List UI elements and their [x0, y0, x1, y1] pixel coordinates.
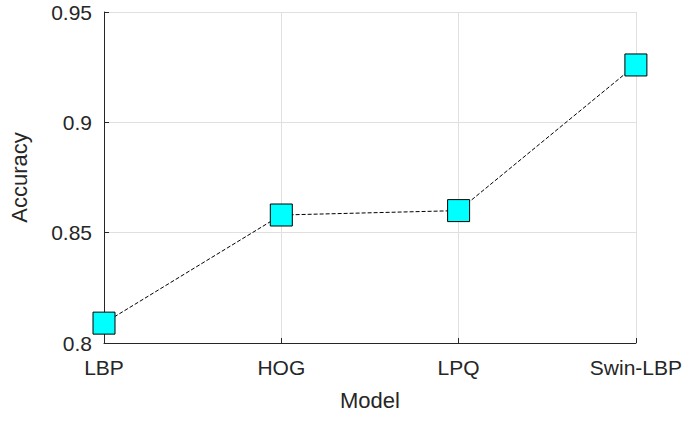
svg-text:0.9: 0.9	[63, 111, 92, 134]
svg-text:0.85: 0.85	[51, 221, 92, 244]
svg-text:HOG: HOG	[257, 356, 305, 379]
svg-text:Swin-LBP: Swin-LBP	[590, 356, 682, 379]
svg-text:0.95: 0.95	[51, 1, 92, 24]
svg-text:Accuracy: Accuracy	[7, 132, 32, 222]
svg-text:0.8: 0.8	[63, 332, 92, 355]
svg-text:LBP: LBP	[84, 356, 124, 379]
svg-text:Model: Model	[340, 388, 400, 413]
svg-text:LPQ: LPQ	[438, 356, 480, 379]
